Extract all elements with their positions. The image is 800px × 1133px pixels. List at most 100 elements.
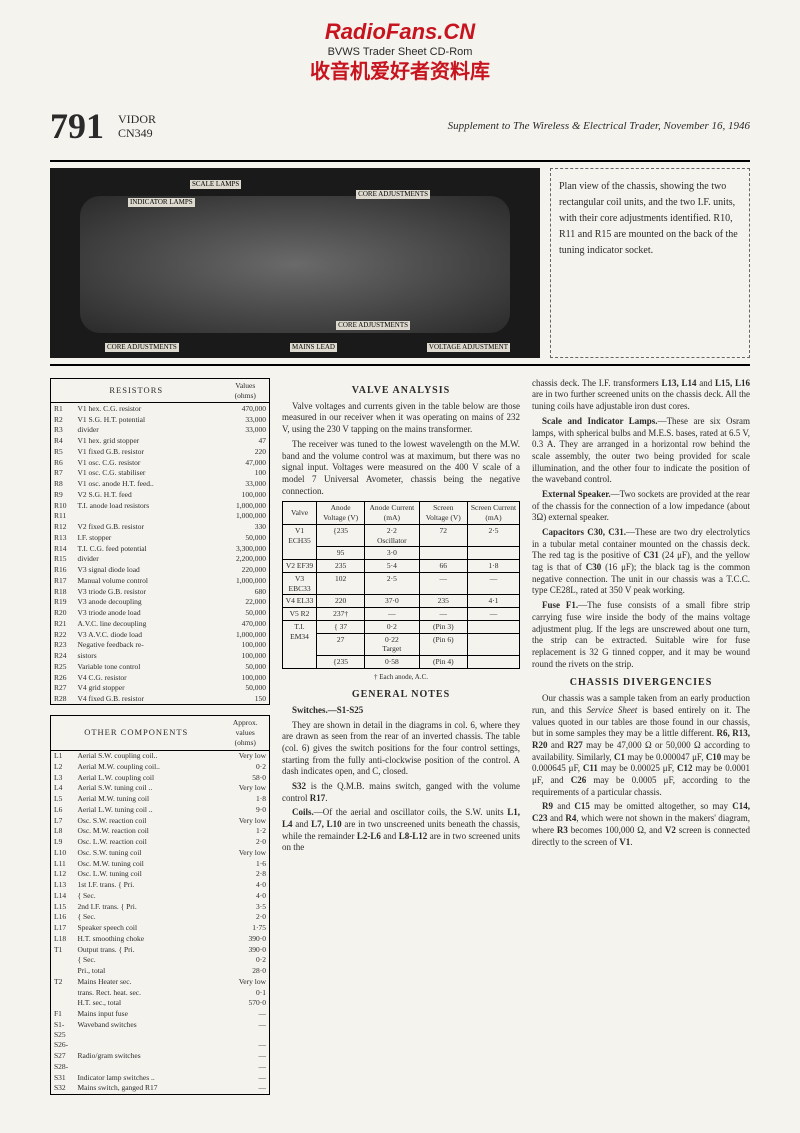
table-row: L152nd I.F. trans. { Pri.3·5 <box>51 901 270 912</box>
other-title: OTHER COMPONENTS <box>51 716 222 750</box>
watermark-chinese: 收音机爱好者资料库 <box>310 59 490 85</box>
valve-table: Valve Anode Voltage (V) Anode Current (m… <box>282 501 520 669</box>
table-row: S32Mains switch, ganged R17— <box>51 1083 270 1094</box>
table-row: R14T.I. C.G. feed potential3,300,000 <box>51 543 270 554</box>
vt-h-sv: Screen Voltage (V) <box>419 502 467 525</box>
left-column: RESISTORSValues (ohms) R1V1 hex. C.G. re… <box>50 378 270 1105</box>
table-row: R17Manual volume control1,000,000 <box>51 575 270 586</box>
label-core-adj-2: CORE ADJUSTMENTS <box>336 321 410 330</box>
table-row: L12Osc. L.W. tuning coil2·8 <box>51 869 270 880</box>
table-row: H.T. sec., total570·0 <box>51 998 270 1009</box>
rc-lamps: Scale and Indicator Lamps.—These are six… <box>532 416 750 486</box>
label-indicator-lamps: INDICATOR LAMPS <box>128 198 195 207</box>
table-row: L2Aerial M.W. coupling coil..0·2 <box>51 761 270 772</box>
table-row: R111,000,000 <box>51 511 270 522</box>
table-row: R26V4 C.G. resistor100,000 <box>51 672 270 683</box>
chassis-photo: SCALE LAMPS INDICATOR LAMPS CORE ADJUSTM… <box>50 168 540 358</box>
watermark-site: RadioFans.CN <box>310 18 490 47</box>
main-content: RESISTORSValues (ohms) R1V1 hex. C.G. re… <box>50 378 750 1105</box>
table-row: S1-S25Waveband switches— <box>51 1019 270 1040</box>
gn-switches: Switches.—S1-S25 <box>282 705 520 717</box>
table-row: L5Aerial M.W. tuning coil1·8 <box>51 794 270 805</box>
valve-analysis-title: VALVE ANALYSIS <box>282 384 520 397</box>
photo-section: SCALE LAMPS INDICATOR LAMPS CORE ADJUSTM… <box>50 160 750 366</box>
supplement-info: Supplement to The Wireless & Electrical … <box>448 119 750 133</box>
vt-h-valve: Valve <box>283 502 317 525</box>
rc-speaker: External Speaker.—Two sockets are provid… <box>532 489 750 524</box>
gn-switches2: They are shown in detail in the diagrams… <box>282 720 520 778</box>
header-left: 791 VIDOR CN349 <box>50 103 156 150</box>
table-row: { Sec.0·2 <box>51 955 270 966</box>
table-row: F1Mains input fuse— <box>51 1009 270 1020</box>
table-row: R12V2 fixed G.B. resistor330 <box>51 522 270 533</box>
table-row: R22V3 A.V.C. diode load1,000,000 <box>51 629 270 640</box>
table-row: Pri., total28·0 <box>51 966 270 977</box>
table-row: R5V1 fixed G.B. resistor220 <box>51 446 270 457</box>
table-row: L18H.T. smoothing choke390·0 <box>51 933 270 944</box>
page-header: 791 VIDOR CN349 Supplement to The Wirele… <box>50 103 750 150</box>
table-row: R8V1 osc. anode H.T. feed..33,000 <box>51 479 270 490</box>
table-row: T2Mains Heater sec.Very low <box>51 976 270 987</box>
valve-tuning: The receiver was tuned to the lowest wav… <box>282 439 520 497</box>
divergencies-title: CHASSIS DIVERGENCIES <box>532 676 750 689</box>
table-row: R28V4 fixed G.B. resistor150 <box>51 694 270 705</box>
table-row: R1V1 hex. C.G. resistor470,000 <box>51 403 270 414</box>
watermark: RadioFans.CN BVWS Trader Sheet CD-Rom 收音… <box>310 18 490 85</box>
table-row: R27V4 grid stopper50,000 <box>51 683 270 694</box>
label-voltage-adj: VOLTAGE ADJUSTMENT <box>427 343 510 352</box>
table-row: R10T.I. anode load resistors1,000,000 <box>51 500 270 511</box>
table-row: R20V3 triode anode load50,000 <box>51 608 270 619</box>
table-row: S26-— <box>51 1040 270 1051</box>
photo-caption: Plan view of the chassis, showing the tw… <box>550 168 750 358</box>
table-row: L8Osc. M.W. reaction coil1·2 <box>51 826 270 837</box>
table-row: R4V1 hex. grid stopper47 <box>51 436 270 447</box>
middle-column: VALVE ANALYSIS Valve voltages and curren… <box>282 378 520 1105</box>
model: CN349 <box>118 126 153 140</box>
table-row: R2V1 S.G. H.T. potential33,000 <box>51 414 270 425</box>
table-row: L11Osc. M.W. tuning coil1·6 <box>51 858 270 869</box>
table-row: R13I.F. stopper50,000 <box>51 532 270 543</box>
resistors-title: RESISTORS <box>51 378 222 403</box>
resistors-values-head: Values (ohms) <box>222 378 270 403</box>
table-row: L10Osc. S.W. tuning coilVery low <box>51 847 270 858</box>
vt-h-av: Anode Voltage (V) <box>317 502 365 525</box>
other-components-table: OTHER COMPONENTSApprox. values (ohms) L1… <box>50 715 270 1094</box>
table-row: R16V3 signal diode load220,000 <box>51 565 270 576</box>
label-mains-lead: MAINS LEAD <box>290 343 337 352</box>
table-row: R23Negative feedback re-100,000 <box>51 640 270 651</box>
table-row: L1Aerial S.W. coupling coil..Very low <box>51 750 270 761</box>
gn-coils: Coils.—Of the aerial and oscillator coil… <box>282 807 520 854</box>
resistors-table: RESISTORSValues (ohms) R1V1 hex. C.G. re… <box>50 378 270 706</box>
table-row: R3 divider33,000 <box>51 425 270 436</box>
label-scale-lamps: SCALE LAMPS <box>190 180 241 189</box>
table-row: L14 { Sec.4·0 <box>51 890 270 901</box>
watermark-source: BVWS Trader Sheet CD-Rom <box>310 45 490 59</box>
table-row: S27Radio/gram switches— <box>51 1051 270 1062</box>
table-row: T1Output trans. { Pri.390·0 <box>51 944 270 955</box>
table-row: trans. Rect. heat. sec.0·1 <box>51 987 270 998</box>
table-row: S28-— <box>51 1061 270 1072</box>
right-column: chassis deck. The I.F. transformers L13,… <box>532 378 750 1105</box>
table-row: L17Speaker speech coil1·75 <box>51 923 270 934</box>
table-row: L7Osc. S.W. reaction coilVery low <box>51 815 270 826</box>
label-core-adj-1: CORE ADJUSTMENTS <box>356 190 430 199</box>
label-core-adj-3: CORE ADJUSTMENTS <box>105 343 179 352</box>
valve-footnote: † Each anode, A.C. <box>282 673 520 682</box>
other-values-head: Approx. values (ohms) <box>222 716 270 750</box>
table-row: R21A.V.C. line decoupling470,000 <box>51 618 270 629</box>
vt-h-ac: Anode Current (mA) <box>365 502 419 525</box>
table-row: R19V3 anode decoupling22,000 <box>51 597 270 608</box>
model-id: VIDOR CN349 <box>118 112 156 141</box>
table-row: R6V1 osc. C.G. resistor47,000 <box>51 457 270 468</box>
table-row: R15 divider2,200,000 <box>51 554 270 565</box>
table-row: S31Indicator lamp switches ..— <box>51 1072 270 1083</box>
rc-div1: Our chassis was a sample taken from an e… <box>532 693 750 798</box>
gn-s32: S32 is the Q.M.B. mains switch, ganged w… <box>282 781 520 804</box>
table-row: L16 { Sec.2·0 <box>51 912 270 923</box>
table-row: L6Aerial L.W. tuning coil ..9·0 <box>51 804 270 815</box>
table-row: R24 sistors100,000 <box>51 651 270 662</box>
table-row: L9Osc. L.W. reaction coil2·0 <box>51 837 270 848</box>
general-notes-title: GENERAL NOTES <box>282 688 520 701</box>
brand: VIDOR <box>118 112 156 126</box>
table-row: R18V3 triode G.B. resistor680 <box>51 586 270 597</box>
